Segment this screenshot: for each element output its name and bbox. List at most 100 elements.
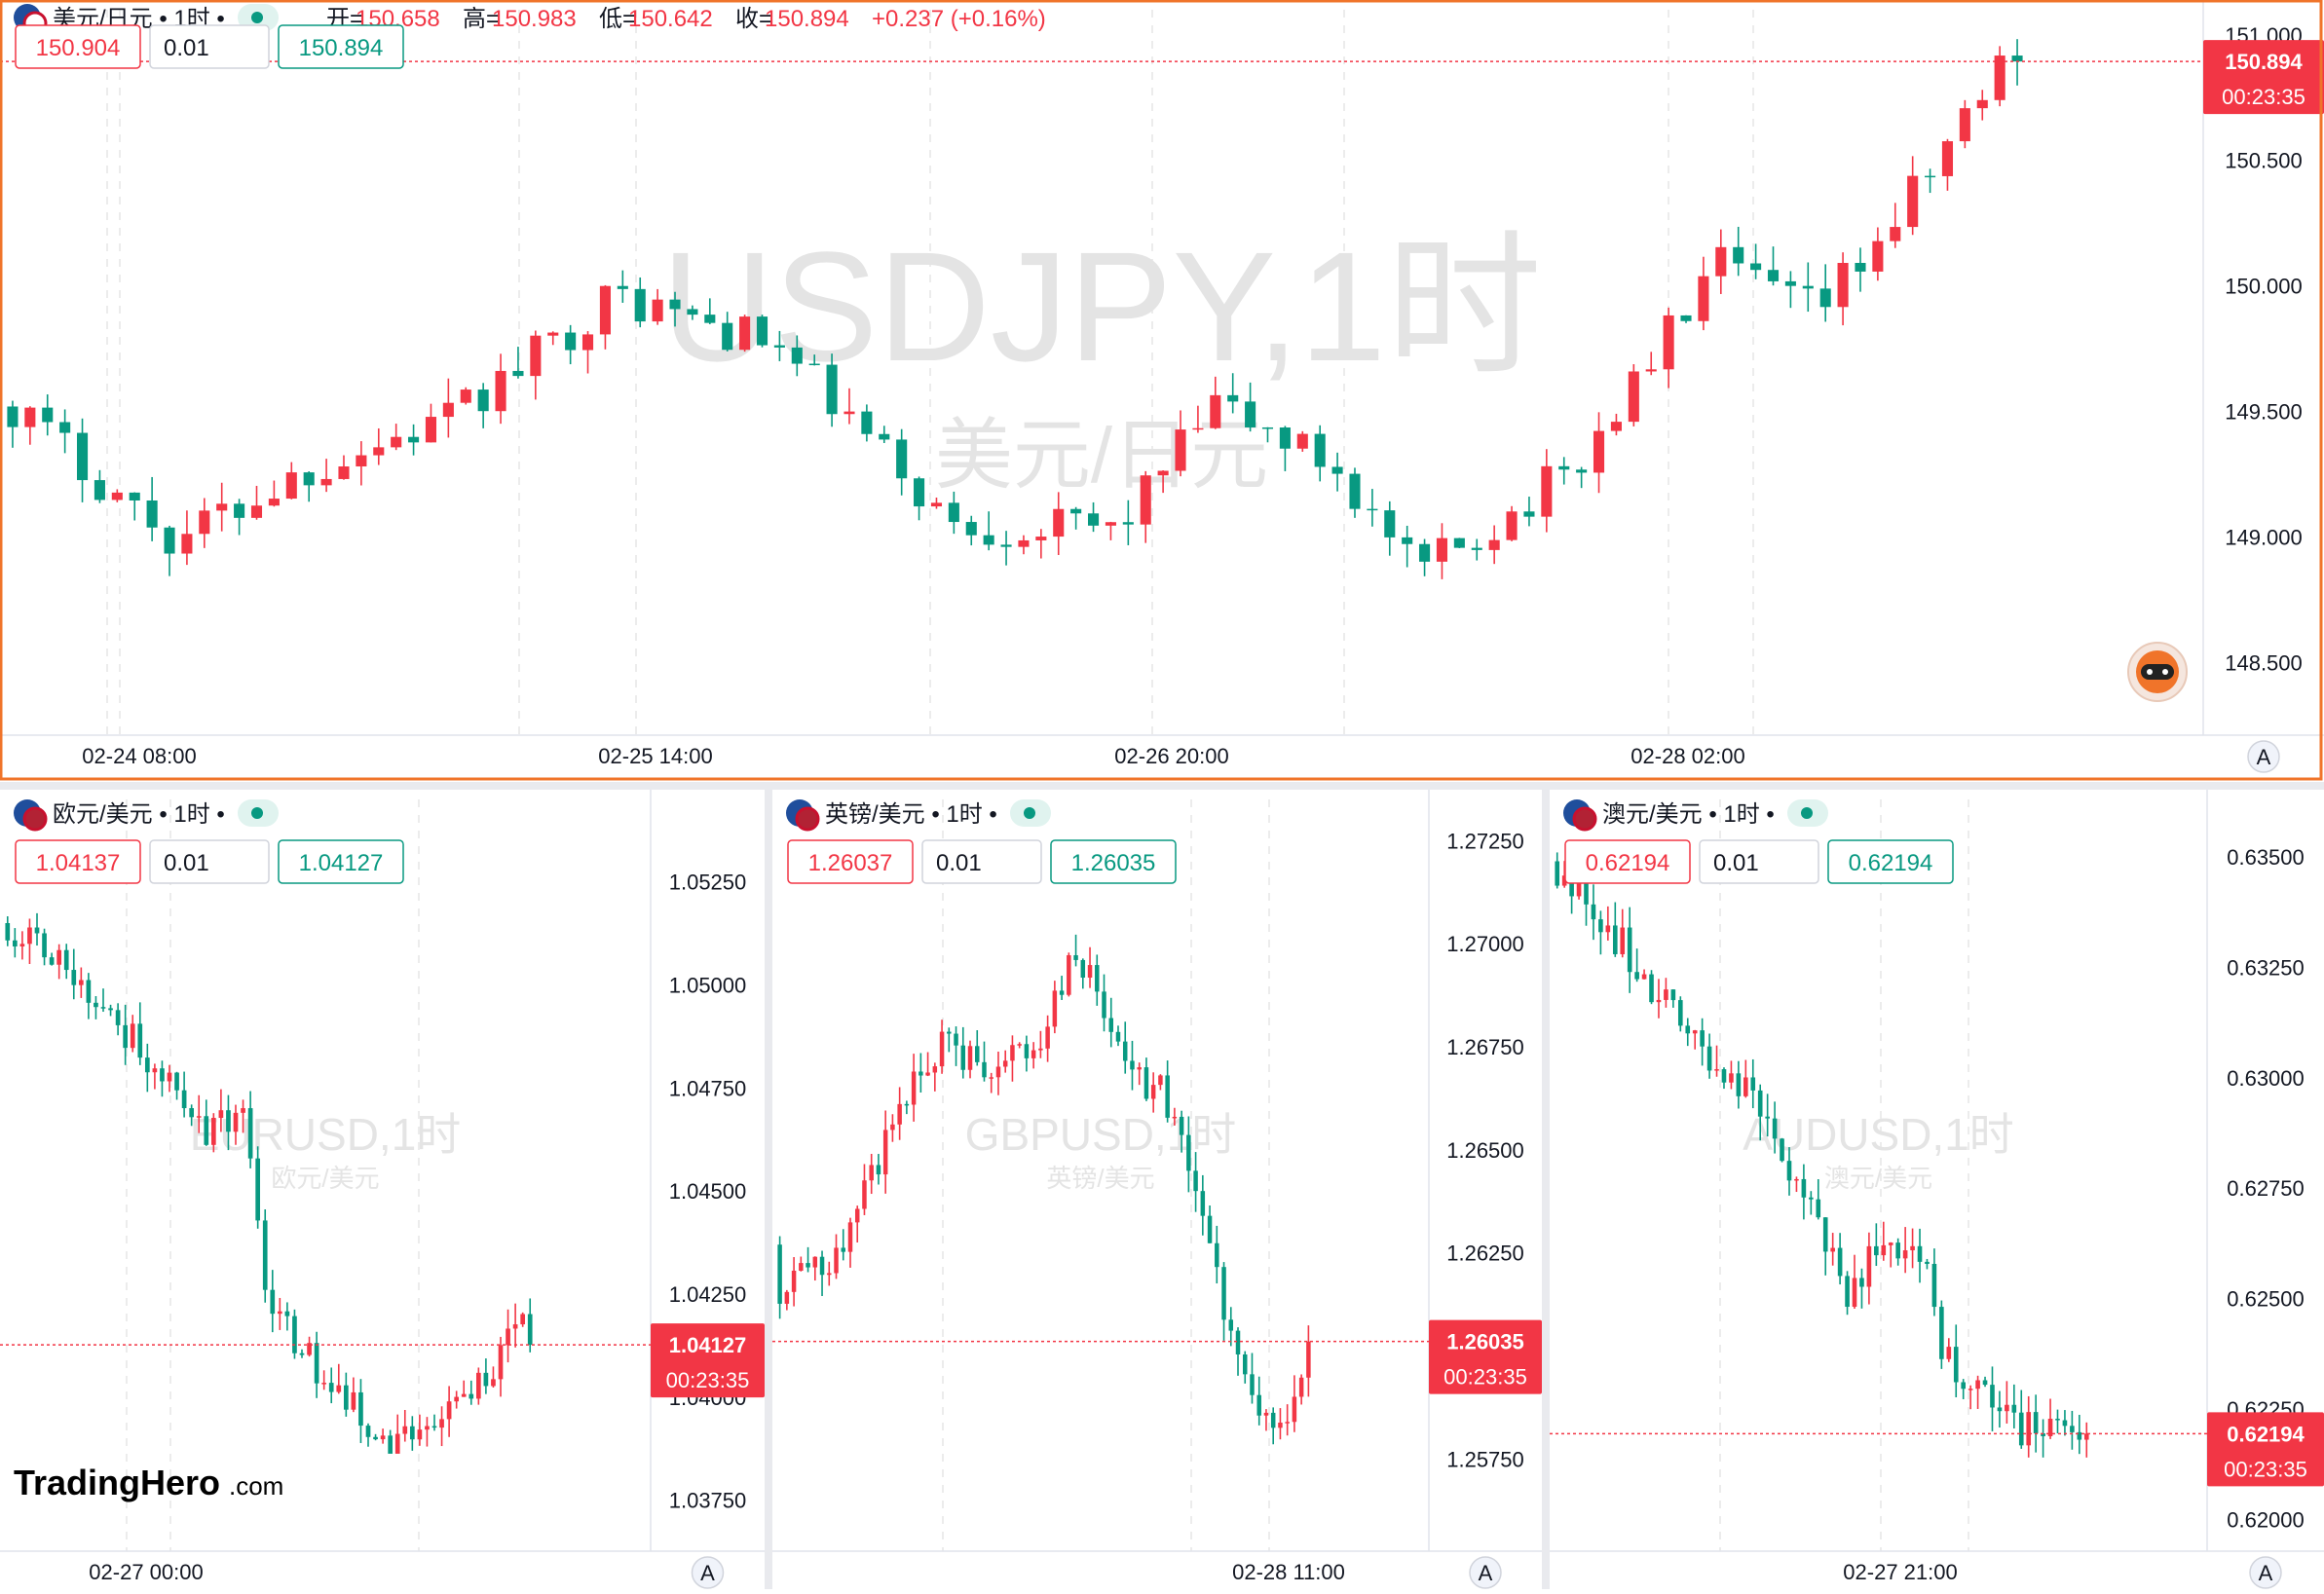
candle [1698,276,1709,321]
candle [86,980,92,1003]
buy-button[interactable] [1827,839,1954,884]
ohlc-change: +0.237 (+0.16%) [872,6,1046,32]
candle [446,1401,452,1420]
candle [847,1222,853,1252]
candle [1235,1330,1241,1354]
time-tick: 02-28 02:00 [1631,744,1744,768]
candle [819,1256,825,1276]
auto-scale-button[interactable] [691,1556,725,1589]
candle [1982,1380,1988,1386]
candle [1306,1341,1311,1378]
candle [565,332,577,351]
candle [343,1385,349,1410]
candle [1070,508,1082,514]
candle [1367,508,1378,511]
candle [262,1220,268,1290]
candle [806,1263,810,1268]
quantity-value: 0.01 [164,35,209,61]
symbol-title[interactable]: 欧元/美元 • 1时 • [53,801,225,828]
candle [2070,1426,2075,1432]
buy-button[interactable] [278,24,404,69]
candle [1939,1307,1944,1359]
candle [1561,875,1567,886]
quantity-input[interactable] [921,839,1042,884]
candle [181,1090,187,1109]
candle [425,1426,430,1430]
candle [1816,1199,1821,1218]
candle [1925,175,1936,178]
symbol-title[interactable]: 英镑/美元 • 1时 • [825,801,997,828]
candle [862,1180,867,1209]
candle [1976,99,1988,109]
candle [498,1345,504,1380]
candle [115,1010,121,1025]
candle [773,345,785,348]
eu-us-flag-icon [14,799,48,832]
last-price-label: 1.04127 [669,1333,747,1357]
watermark-name: 澳元/美元 [1824,1164,1932,1193]
candle [336,1385,342,1392]
assistant-robot-icon[interactable] [2127,642,2188,702]
sell-button[interactable] [1564,839,1691,884]
candle [2055,1419,2060,1421]
candle [687,309,698,315]
candle [388,1435,394,1454]
candle [1743,1077,1748,1096]
auto-scale-button[interactable] [2249,1556,2282,1589]
auto-scale-button[interactable] [2247,740,2280,773]
candle [320,478,332,486]
candle [826,364,838,415]
quantity-value: 0.01 [164,850,209,876]
candle [365,1426,371,1437]
bar-countdown: 00:23:35 [2224,1457,2307,1481]
quantity-input[interactable] [1699,839,1819,884]
ohlc-key: 高= [463,6,500,32]
candle [1715,246,1727,277]
candle [1419,543,1431,562]
price-tick: 1.04250 [669,1282,747,1307]
sell-button[interactable] [15,839,141,884]
quantity-input[interactable] [149,24,270,69]
time-tick: 02-27 21:00 [1843,1560,1957,1584]
candle [94,1002,98,1008]
candle [1000,544,1012,547]
sell-button[interactable] [15,24,141,69]
buy-button[interactable] [1050,839,1177,884]
candle [111,492,123,500]
sell-price: 1.04137 [36,850,121,876]
candle [512,370,524,377]
candle [704,315,716,323]
candle [506,1328,510,1346]
buy-button[interactable] [278,839,404,884]
candle [78,980,84,985]
candle [791,347,803,364]
candle [799,1263,804,1271]
pane-separator[interactable] [1542,790,1550,1589]
candle [1767,270,1780,281]
candle [843,411,855,415]
panel-eurusd[interactable]: EURUSD,1时欧元/美元1.052501.050001.047501.045… [0,790,765,1589]
candle [338,466,350,479]
candle [1215,1242,1219,1268]
ohlc-value: 150.983 [492,6,577,32]
candle [879,433,890,440]
candle [1140,475,1151,525]
symbol-title[interactable]: 澳元/美元 • 1时 • [1602,801,1775,828]
candle [1656,999,1662,1003]
candle [1627,927,1632,973]
candle [1628,371,1639,423]
quantity-input[interactable] [149,839,270,884]
panel-main[interactable]: USDJPY,1时美元/日元151.000150.500150.000149.5… [0,0,2324,773]
pane-separator[interactable] [0,782,2324,790]
pane-separator[interactable] [765,790,772,1589]
candle [1706,1046,1712,1071]
sell-button[interactable] [787,839,914,884]
candle [925,1072,930,1076]
market-open-dot [251,12,263,23]
candle [1664,989,1668,1000]
candle [391,436,402,448]
auto-scale-button[interactable] [1469,1556,1502,1589]
candle [71,970,77,985]
